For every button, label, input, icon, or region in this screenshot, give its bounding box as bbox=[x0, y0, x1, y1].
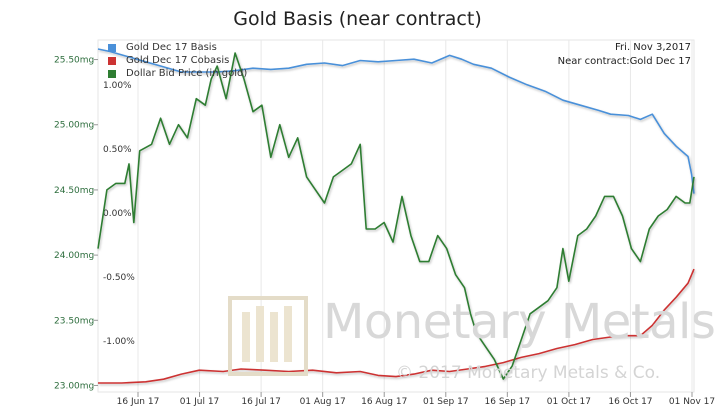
left-axis: 25.50mg 25.00mg 24.50mg 24.00mg 23.50mg 23.00… bbox=[54, 56, 98, 391]
left-tick-label: 24.00mg bbox=[54, 251, 94, 261]
legend-item-dollar-bid[interactable]: Dollar Bid Price (in gold) bbox=[108, 67, 247, 80]
left-tick-label: 23.00mg bbox=[54, 381, 94, 391]
x-tick-label: 16 Jul 17 bbox=[241, 397, 281, 407]
legend-item-cobasis[interactable]: Gold Dec 17 Cobasis bbox=[108, 54, 247, 67]
left-tick-label: 23.50mg bbox=[54, 316, 94, 326]
legend-label-cobasis: Gold Dec 17 Cobasis bbox=[126, 55, 230, 66]
x-tick-label: 16 Sep 17 bbox=[485, 397, 531, 407]
x-tick-label: 16 Jun 17 bbox=[117, 397, 160, 407]
plot-area bbox=[97, 39, 695, 393]
x-tick-label: 01 Aug 17 bbox=[300, 397, 346, 407]
x-tick-label: 01 Nov 17 bbox=[669, 397, 715, 407]
legend-item-basis[interactable]: Gold Dec 17 Basis bbox=[108, 41, 247, 54]
x-tick-label: 01 Oct 17 bbox=[547, 397, 591, 407]
right-axis: 1.00% 0.50% 0.00% -0.50% -1.00% bbox=[103, 81, 135, 347]
x-axis: 16 Jun 17 01 Jul 17 16 Jul 17 01 Aug 17 16 A… bbox=[117, 392, 715, 407]
x-tick-label: 16 Aug 17 bbox=[361, 397, 407, 407]
left-tick-label: 25.50mg bbox=[54, 56, 94, 66]
right-tick-label: 0.00% bbox=[103, 209, 132, 219]
x-gridlines bbox=[137, 40, 693, 392]
legend-swatch-basis bbox=[108, 43, 116, 52]
info-box: Fri. Nov 3,2017 Near contract:Gold Dec 1… bbox=[558, 41, 691, 69]
legend-label-basis: Gold Dec 17 Basis bbox=[126, 42, 217, 53]
info-date: Fri. Nov 3,2017 bbox=[615, 42, 691, 53]
left-tick-label: 24.50mg bbox=[54, 186, 94, 196]
x-tick-label: 01 Jul 17 bbox=[180, 397, 220, 407]
x-tick-label: 01 Sep 17 bbox=[423, 397, 469, 407]
legend-swatch-dollar-bid bbox=[108, 69, 116, 78]
right-tick-label: -1.00% bbox=[103, 337, 135, 347]
series-layer bbox=[97, 48, 695, 384]
series-line-dollar-bid bbox=[97, 52, 695, 380]
left-tick-label: 25.00mg bbox=[54, 121, 94, 131]
legend: Gold Dec 17 Basis Gold Dec 17 Cobasis Do… bbox=[108, 41, 247, 80]
series-line-basis bbox=[97, 48, 695, 194]
right-tick-label: 1.00% bbox=[103, 81, 132, 91]
legend-label-dollar-bid: Dollar Bid Price (in gold) bbox=[126, 68, 248, 79]
right-tick-label: 0.50% bbox=[103, 145, 132, 155]
x-tick-label: 16 Oct 17 bbox=[608, 397, 652, 407]
chart-title: Gold Basis (near contract) bbox=[233, 8, 482, 30]
info-near-contract: Near contract:Gold Dec 17 bbox=[557, 56, 691, 67]
right-tick-label: -0.50% bbox=[103, 273, 135, 283]
series-line-cobasis bbox=[98, 268, 695, 384]
legend-swatch-cobasis bbox=[108, 56, 116, 65]
